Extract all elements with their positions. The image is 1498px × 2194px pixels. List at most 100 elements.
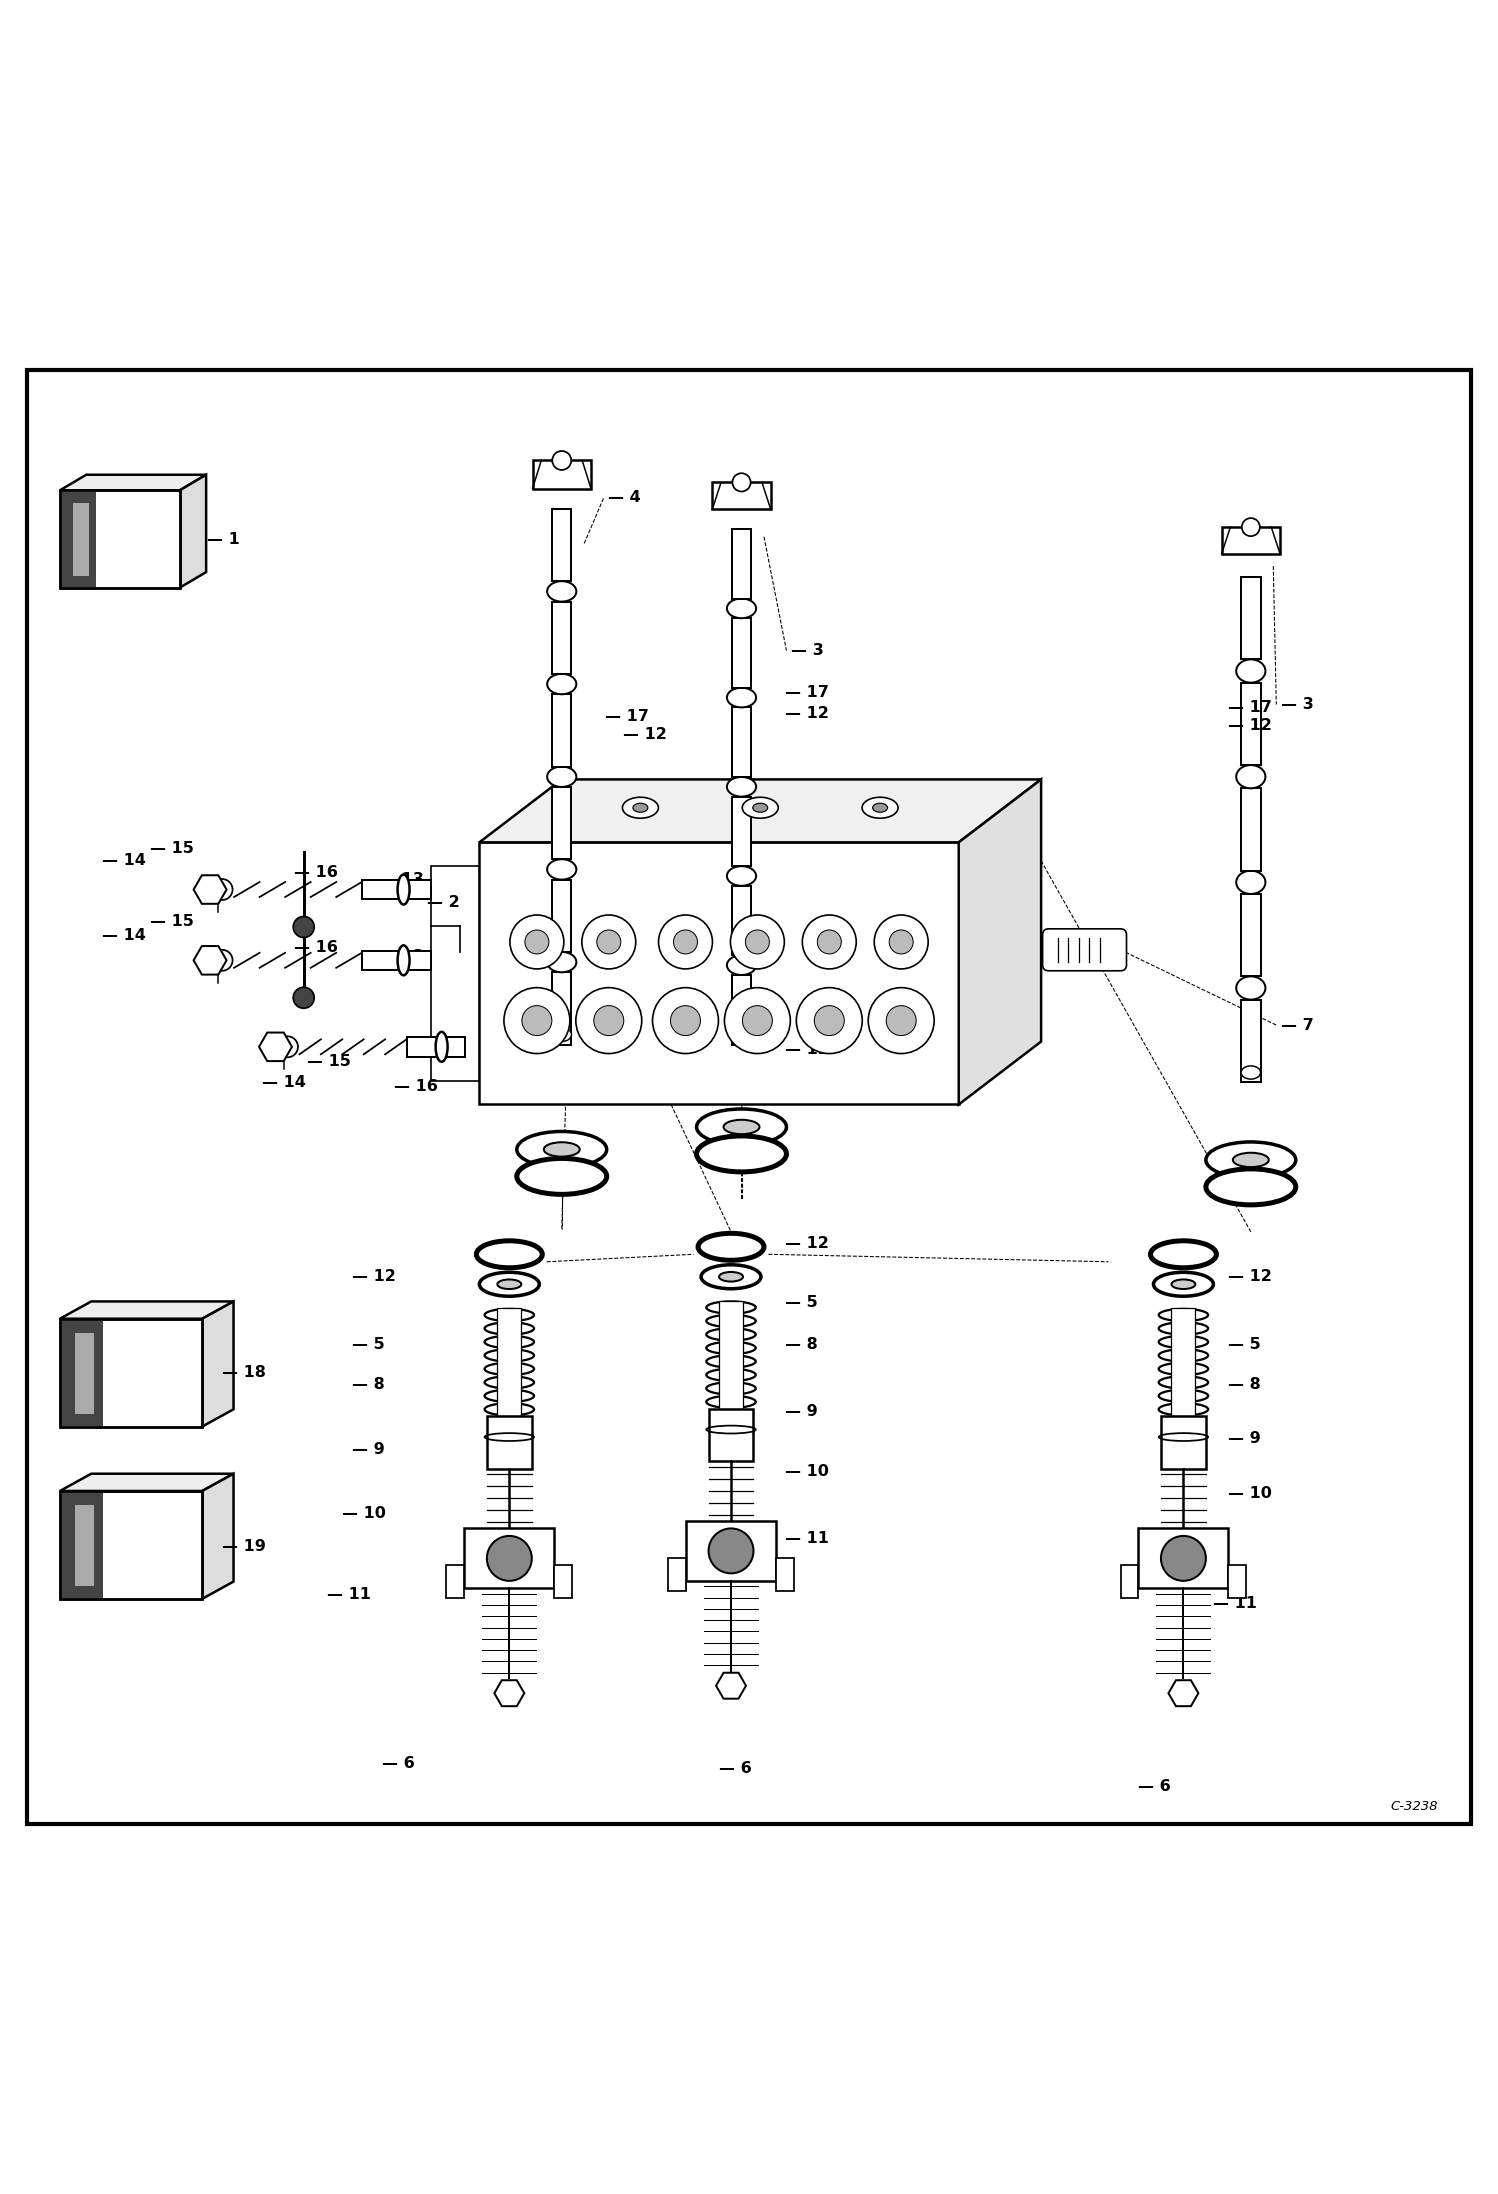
Text: — 12: — 12 [1228,717,1272,733]
Text: — 8: — 8 [352,1378,385,1393]
Ellipse shape [547,674,577,693]
Text: — 12: — 12 [785,1042,828,1058]
Ellipse shape [476,1242,542,1268]
Text: — 12: — 12 [785,706,828,722]
Bar [363,880,431,900]
Circle shape [743,1005,773,1036]
Ellipse shape [727,954,756,974]
Text: — 17: — 17 [785,685,828,700]
Circle shape [1242,518,1260,535]
Circle shape [277,1036,298,1058]
Circle shape [593,1005,623,1036]
Ellipse shape [697,1136,786,1172]
Text: — 10: — 10 [1228,1488,1272,1501]
Polygon shape [716,1672,746,1698]
Circle shape [553,452,571,470]
Bar [487,1415,532,1468]
Bar [60,1319,102,1426]
Polygon shape [202,1474,234,1599]
Ellipse shape [863,796,899,818]
Polygon shape [959,779,1041,1104]
Text: — 17: — 17 [605,709,649,724]
Polygon shape [180,474,207,588]
Circle shape [875,915,929,970]
Ellipse shape [1236,871,1266,893]
Bar [1240,893,1261,976]
Text: — 11: — 11 [785,1531,828,1547]
Circle shape [294,987,315,1009]
Text: — 8: — 8 [785,1336,818,1352]
Bar [1221,527,1279,553]
Bar [446,1564,464,1597]
Circle shape [503,987,569,1053]
Text: — 16: — 16 [294,939,337,954]
Text: — 16: — 16 [294,864,337,880]
Bar [406,1038,464,1058]
Bar [551,509,572,581]
Text: — 10: — 10 [342,1505,385,1520]
Circle shape [294,917,315,937]
Bar [731,529,750,599]
Text: — 13: — 13 [407,1038,451,1053]
Circle shape [659,915,713,970]
Text: — 13: — 13 [380,948,424,963]
Bar [719,1301,743,1409]
Circle shape [211,880,232,900]
Ellipse shape [547,860,577,880]
Bar [60,1492,202,1599]
Polygon shape [259,1033,292,1062]
Circle shape [671,1005,701,1036]
Bar [554,1564,572,1597]
Bar [60,1492,102,1599]
Ellipse shape [517,1132,607,1167]
Bar [60,1319,202,1426]
Bar [60,1492,202,1599]
Bar [731,706,750,777]
Bar [731,619,750,687]
Bar [1228,1564,1246,1597]
Text: — 6: — 6 [382,1755,415,1771]
Circle shape [733,474,750,491]
Circle shape [1161,1536,1206,1582]
Circle shape [818,930,842,954]
Ellipse shape [727,777,756,796]
Text: — 6: — 6 [719,1760,752,1775]
Circle shape [815,1005,845,1036]
Ellipse shape [551,1027,572,1042]
Text: — 13: — 13 [380,873,424,886]
Text: — 6: — 6 [1138,1779,1171,1792]
FancyBboxPatch shape [1043,928,1126,970]
Text: — 19: — 19 [222,1538,265,1553]
Circle shape [575,987,641,1053]
Text: — 7: — 7 [1281,1018,1314,1033]
Bar [551,880,572,952]
Text: — 3: — 3 [1281,698,1314,713]
Text: — 3: — 3 [791,643,824,658]
Bar [731,796,750,867]
Bar [363,950,431,970]
Ellipse shape [719,1273,743,1281]
Ellipse shape [517,1158,607,1194]
Ellipse shape [752,803,768,812]
Ellipse shape [1206,1141,1296,1178]
Text: — 12: — 12 [785,1235,828,1251]
Bar [60,489,96,588]
Ellipse shape [547,766,577,788]
Circle shape [709,1529,753,1573]
Ellipse shape [623,796,659,818]
Bar [75,1505,94,1586]
Ellipse shape [698,1233,764,1259]
Text: — 5: — 5 [1228,1336,1261,1352]
Ellipse shape [724,1119,759,1134]
Text: — 9: — 9 [785,1404,818,1420]
Circle shape [509,915,563,970]
Bar [551,972,572,1044]
Circle shape [487,1536,532,1582]
Ellipse shape [397,875,409,904]
Ellipse shape [634,803,649,812]
Ellipse shape [544,1143,580,1156]
Bar [686,1520,776,1582]
Circle shape [521,1005,551,1036]
Bar [1240,1000,1261,1082]
Ellipse shape [1236,766,1266,788]
